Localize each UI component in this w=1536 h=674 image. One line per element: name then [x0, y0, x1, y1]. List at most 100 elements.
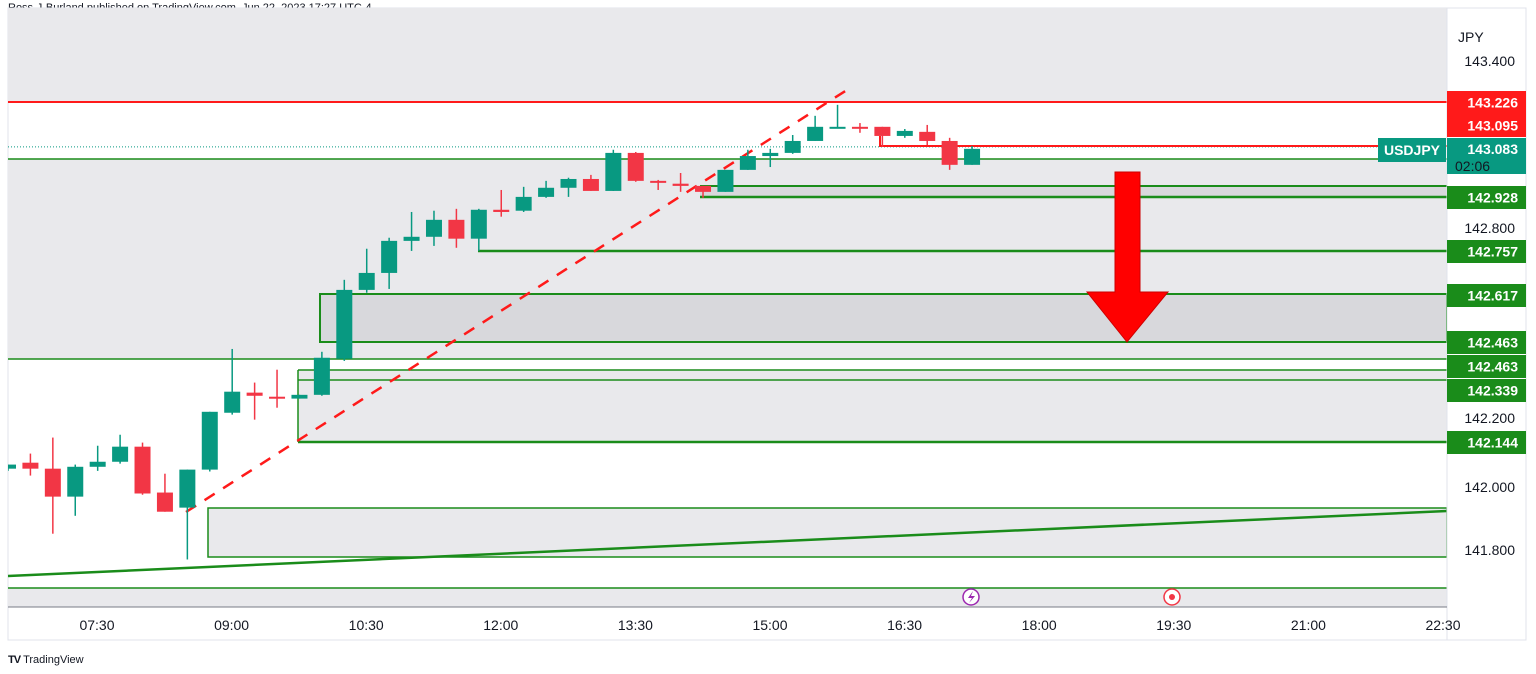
- candle: [493, 189, 510, 217]
- candle-body: [538, 187, 555, 197]
- price-label-text: 142.617: [1467, 288, 1518, 304]
- price-label-bg: [1447, 114, 1526, 137]
- price-label: 142.339: [1447, 379, 1526, 402]
- candle-body: [829, 126, 846, 129]
- time-tick: 21:00: [1291, 617, 1326, 633]
- price-label-bg: [1447, 379, 1526, 402]
- down-arrow-icon: [1085, 171, 1170, 343]
- candle: [851, 123, 868, 133]
- candle: [336, 279, 353, 361]
- candle-body: [695, 185, 712, 192]
- candle: [291, 394, 308, 399]
- price-label-text: 142.144: [1467, 435, 1518, 451]
- candle: [201, 411, 218, 472]
- time-tick: 19:30: [1156, 617, 1191, 633]
- lightning-event-icon[interactable]: [962, 588, 980, 606]
- candle-body: [874, 126, 891, 136]
- target-dot: [1169, 594, 1175, 600]
- candle: [224, 348, 241, 415]
- candle: [403, 211, 420, 251]
- candle-body: [762, 152, 779, 157]
- candle-body: [44, 468, 61, 497]
- candle-body: [381, 240, 398, 273]
- price-label: 142.928: [1447, 186, 1526, 209]
- candle: [896, 129, 913, 138]
- candle-body: [784, 140, 801, 153]
- candle-body: [739, 156, 756, 170]
- price-label-bg: [1447, 240, 1526, 263]
- logo-text: TradingView: [23, 654, 84, 666]
- time-tick: 18:00: [1022, 617, 1057, 633]
- candle-body: [560, 178, 577, 188]
- price-label-bg: [1447, 331, 1526, 354]
- countdown: 02:06: [1455, 158, 1490, 174]
- price-label-text: 143.226: [1467, 95, 1518, 111]
- candle: [381, 237, 398, 289]
- price-tick: 142.200: [1464, 410, 1515, 426]
- candle: [89, 445, 106, 471]
- price-label-text: 142.757: [1467, 244, 1518, 260]
- candle: [964, 145, 981, 165]
- price-label-text: 142.463: [1467, 359, 1518, 375]
- last-price-value: 143.083: [1467, 141, 1518, 157]
- candle-body: [336, 289, 353, 359]
- candle-body: [22, 462, 39, 469]
- candle-body: [582, 178, 599, 191]
- price-tick: 143.400: [1464, 53, 1515, 69]
- price-tick: 142.800: [1464, 220, 1515, 236]
- time-tick: 12:00: [483, 617, 518, 633]
- candle-body: [964, 148, 981, 165]
- candle-body: [269, 396, 286, 399]
- tradingview-logo[interactable]: TV TradingView: [8, 654, 84, 666]
- candle: [246, 382, 263, 420]
- symbol-label-bg: [1378, 138, 1446, 162]
- candle-body: [605, 152, 622, 191]
- price-label-bg: [1447, 91, 1526, 114]
- candle-body: [919, 131, 936, 141]
- candle-body: [8, 464, 16, 469]
- price-label-text: 142.928: [1467, 190, 1518, 206]
- candle-body: [515, 196, 532, 211]
- candle-body: [179, 469, 196, 508]
- price-label: 143.226: [1447, 91, 1526, 114]
- zone-142928: [700, 186, 1447, 197]
- candle: [134, 442, 151, 495]
- candle-body: [650, 180, 667, 183]
- candle: [650, 179, 667, 190]
- price-label: 143.095: [1447, 114, 1526, 137]
- price-label: 142.617: [1447, 284, 1526, 307]
- shade-bottom: [8, 588, 1447, 607]
- candle: [739, 149, 756, 170]
- candle: [538, 180, 555, 198]
- candle: [22, 453, 39, 476]
- price-label: 142.757: [1447, 240, 1526, 263]
- price-label-text: 142.339: [1467, 383, 1518, 399]
- candle: [112, 434, 129, 464]
- candle-body: [672, 183, 689, 186]
- candle: [560, 177, 577, 197]
- plot-area: [8, 8, 1447, 607]
- last-price-bg: [1447, 138, 1526, 174]
- candle: [762, 148, 779, 168]
- candle: [313, 351, 330, 396]
- candle-body: [627, 152, 644, 181]
- price-label-bg: [1447, 355, 1526, 378]
- candle: [807, 115, 824, 141]
- candle-body: [224, 391, 241, 413]
- zone-142339: [298, 370, 1447, 442]
- candle: [717, 169, 734, 192]
- time-tick: 22:30: [1425, 617, 1460, 633]
- candle: [179, 469, 196, 560]
- candle-body: [896, 130, 913, 136]
- time-tick: 15:00: [752, 617, 787, 633]
- candle: [784, 134, 801, 154]
- price-label-text: 143.095: [1467, 118, 1518, 134]
- candle: [941, 137, 958, 170]
- candle: [919, 124, 936, 146]
- target-event-icon[interactable]: [1163, 588, 1181, 606]
- price-label-text: 142.463: [1467, 335, 1518, 351]
- symbol-label-text: USDJPY: [1384, 142, 1441, 158]
- time-tick: 13:30: [618, 617, 653, 633]
- price-tick: 142.000: [1464, 479, 1515, 495]
